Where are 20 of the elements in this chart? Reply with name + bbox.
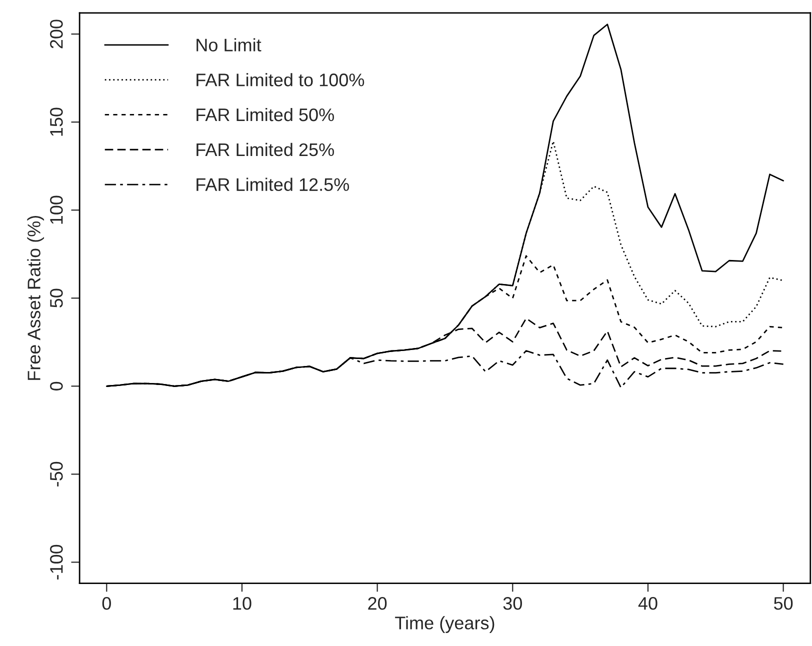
x-tick-label: 10 [233, 597, 252, 610]
x-axis-title: Time (years) [395, 616, 494, 633]
x-tick-label: 40 [638, 597, 658, 610]
legend-label: FAR Limited 25% [196, 142, 334, 156]
y-tick-label: -50 [50, 462, 63, 486]
y-tick-label: 150 [50, 108, 63, 136]
legend-label: FAR Limited 50% [196, 108, 334, 122]
y-tick-label: -100 [50, 544, 63, 580]
y-tick-label: 200 [50, 20, 63, 48]
y-tick-label: 100 [50, 196, 63, 224]
x-tick-label: 0 [102, 597, 111, 610]
x-tick-label: 50 [774, 597, 793, 610]
y-tick-label: 0 [50, 382, 63, 390]
x-tick-label: 30 [503, 597, 522, 610]
legend-label: FAR Limited to 100% [196, 73, 364, 86]
y-axis-title: Free Asset Ratio (%) [27, 216, 44, 380]
y-tick-label: 50 [50, 288, 63, 308]
legend-label: No Limit [196, 38, 262, 52]
legend-label: FAR Limited 12.5% [196, 178, 350, 192]
x-tick-label: 20 [368, 597, 387, 610]
